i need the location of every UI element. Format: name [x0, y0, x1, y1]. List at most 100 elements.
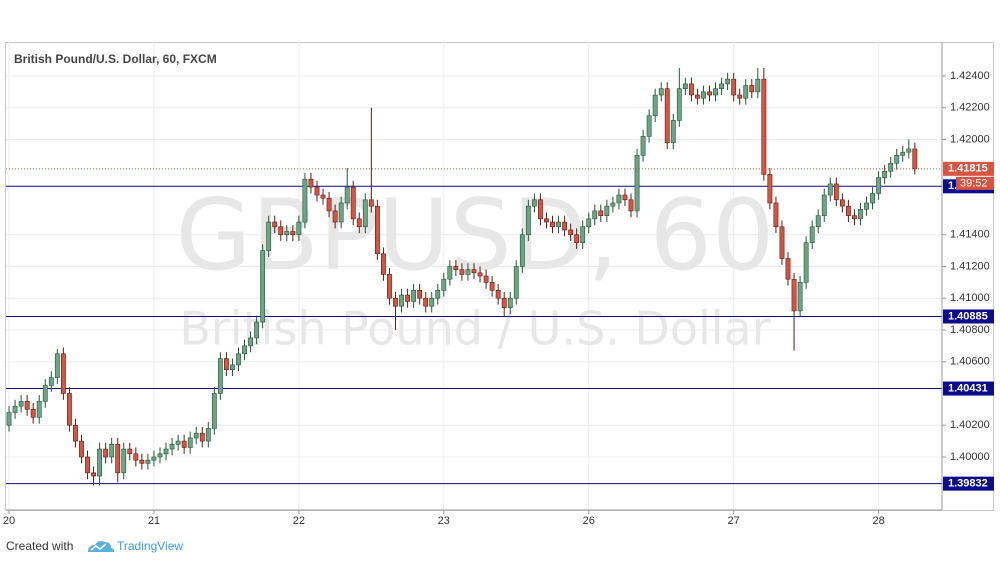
y-tick-label: 1.41400	[950, 229, 990, 241]
candle-body	[314, 186, 320, 196]
candle-body	[513, 266, 519, 299]
candle-body	[477, 272, 483, 277]
candle-body	[870, 193, 875, 204]
candle-body	[507, 297, 513, 309]
candle-body	[755, 78, 761, 93]
level-label-bg	[943, 476, 994, 491]
candle-body	[809, 226, 815, 243]
candle-body	[682, 83, 688, 89]
y-tick-label: 1.40600	[950, 356, 990, 368]
countdown-bg	[956, 176, 994, 190]
candle-body	[550, 221, 555, 228]
candle-body	[556, 221, 561, 228]
candle-body	[785, 258, 791, 280]
candle-body	[91, 472, 96, 477]
candle-body	[906, 148, 912, 153]
candle-body	[344, 186, 350, 204]
candle-body	[441, 278, 447, 291]
candle-body	[815, 215, 821, 228]
y-tick-label: 1.40200	[950, 419, 990, 431]
candle-body	[628, 199, 634, 212]
candle-body	[266, 221, 272, 251]
candle-body	[568, 229, 574, 236]
candle-body	[852, 215, 857, 220]
candle-body	[169, 443, 175, 450]
candle-body	[586, 218, 592, 228]
candle-body	[223, 358, 229, 370]
candle-body	[79, 440, 84, 458]
level-label: 1.40431	[948, 382, 988, 394]
level-label: 1.39832	[948, 478, 988, 490]
candle-body	[217, 358, 223, 394]
candle-body	[894, 155, 900, 164]
candle-body	[30, 409, 36, 418]
candle-body	[803, 242, 809, 283]
footer-prefix: Created with	[6, 539, 73, 553]
candle-body	[695, 94, 700, 99]
y-tick-label: 1.42400	[950, 70, 990, 82]
candle-body	[109, 443, 115, 458]
candle-body	[598, 210, 604, 216]
candle-body	[743, 85, 749, 99]
candle-body	[616, 194, 622, 204]
x-tick-label: 22	[293, 515, 305, 527]
x-tick-label: 23	[438, 515, 450, 527]
candle-body	[157, 453, 163, 458]
candle-body	[640, 135, 646, 156]
candle-body	[423, 297, 429, 307]
candle-body	[574, 234, 580, 243]
candle-body	[405, 294, 410, 302]
y-tick-label: 1.41200	[950, 260, 990, 272]
candle-body	[115, 443, 121, 474]
candle-body	[332, 210, 338, 223]
candle-body	[900, 151, 906, 156]
candle-body	[429, 297, 435, 307]
candle-body	[374, 205, 380, 255]
candle-body	[797, 282, 803, 312]
countdown-label: 39:52	[960, 178, 988, 190]
candle-body	[236, 353, 241, 366]
candle-body	[411, 289, 417, 302]
candle-body	[544, 218, 549, 223]
candle-body	[864, 202, 869, 210]
candle-body	[749, 85, 755, 93]
candle-body	[888, 162, 894, 172]
candle-body	[139, 459, 145, 464]
candle-body	[272, 221, 278, 228]
y-tick-label: 1.40000	[950, 451, 990, 463]
candle-body	[127, 448, 133, 455]
candle-body	[302, 178, 308, 223]
candle-body	[42, 385, 48, 402]
candle-body	[393, 297, 398, 307]
candle-body	[610, 202, 616, 207]
candle-body	[121, 448, 127, 474]
candle-body	[483, 275, 489, 283]
candle-body	[538, 199, 543, 220]
logo-cloud	[88, 541, 115, 552]
candle-body	[66, 393, 72, 426]
candle-body	[821, 194, 827, 216]
x-tick-label: 26	[583, 515, 595, 527]
candle-body	[652, 94, 658, 116]
candle-body	[338, 202, 344, 223]
footer-brand[interactable]: TradingView	[117, 539, 183, 553]
candle-body	[707, 91, 712, 96]
y-tick-label: 1.40800	[950, 324, 990, 336]
x-tick-label: 20	[3, 515, 15, 527]
candle-body	[230, 364, 235, 370]
candle-body	[495, 289, 501, 299]
chart-title: British Pound/U.S. Dollar, 60, FXCM	[14, 52, 217, 66]
candle-body	[719, 83, 725, 89]
last-price-label: 1.41815	[948, 163, 988, 175]
candle-body	[471, 269, 477, 274]
candle-body	[193, 432, 199, 439]
candle-body	[453, 266, 459, 270]
candle-body	[622, 194, 628, 201]
candle-body	[435, 289, 441, 299]
candle-body	[187, 437, 193, 448]
candle-body	[103, 448, 109, 458]
watermark-group: GBPUSD, 60 British Pound / U.S. Dollar	[176, 179, 775, 356]
candle-body	[205, 428, 211, 442]
